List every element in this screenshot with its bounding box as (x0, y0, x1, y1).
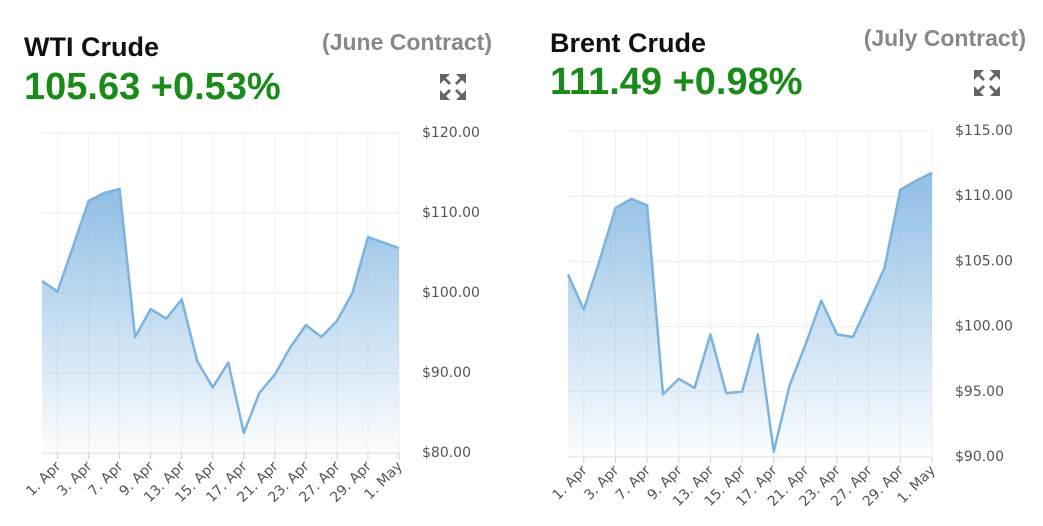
y-tick-label: $90.00 (422, 365, 471, 381)
headline: 105.63 +0.53% (24, 66, 281, 108)
y-tick-label: $90.00 (955, 449, 1004, 465)
y-tick-label: $105.00 (955, 253, 1013, 269)
y-tick-label: $120.00 (422, 125, 480, 141)
y-tick-label: $110.00 (422, 205, 480, 221)
area-line (566, 171, 933, 454)
expand-icon[interactable] (438, 72, 468, 102)
area-fill (42, 189, 399, 453)
y-tick-label: $110.00 (955, 188, 1013, 204)
y-tick-label: $100.00 (422, 285, 480, 301)
chart-subtitle: (June Contract) (322, 29, 492, 55)
chart-title: WTI Crude (24, 32, 159, 62)
expand-icon[interactable] (972, 68, 1002, 98)
y-tick-label: $115.00 (955, 123, 1013, 139)
area-line (41, 187, 400, 435)
panel-brent: Brent Crude (July Contract) 111.49 +0.98… (550, 25, 1026, 103)
chart-subtitle: (July Contract) (864, 25, 1026, 51)
headline: 111.49 +0.98% (550, 61, 803, 103)
y-tick-label: $95.00 (955, 384, 1004, 400)
plot: $90.00 $95.00 $100.00 $105.00 $110.00 $115.00… (550, 123, 1013, 510)
y-tick-label: $80.00 (422, 445, 471, 461)
chart-title: Brent Crude (550, 28, 706, 58)
area-fill (568, 172, 932, 457)
y-tick-label: $100.00 (955, 319, 1013, 335)
panel-wti: WTI Crude (June Contract) 105.63 +0.53% (24, 29, 492, 108)
